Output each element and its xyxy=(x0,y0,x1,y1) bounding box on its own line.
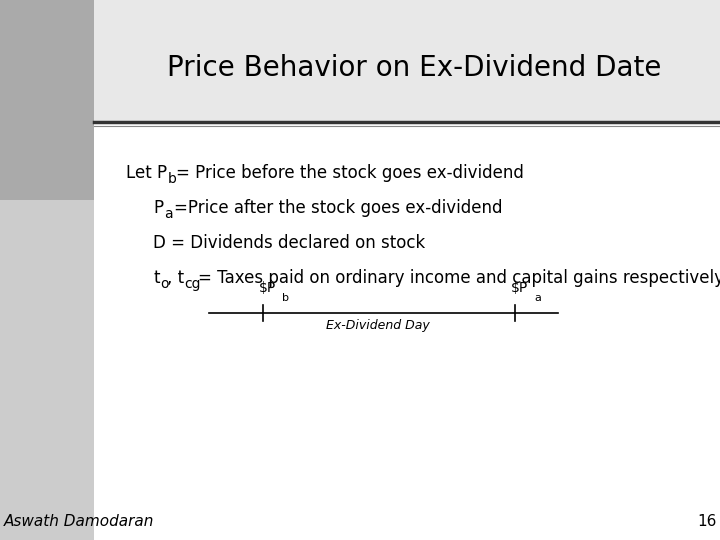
Text: Price Behavior on Ex-Dividend Date: Price Behavior on Ex-Dividend Date xyxy=(167,53,661,82)
Text: D = Dividends declared on stock: D = Dividends declared on stock xyxy=(153,234,426,252)
Text: a: a xyxy=(534,293,541,303)
Text: cg: cg xyxy=(184,277,201,291)
Text: Aswath Damodaran: Aswath Damodaran xyxy=(4,514,154,529)
Text: a: a xyxy=(164,207,173,221)
Text: o: o xyxy=(160,277,168,291)
Bar xyxy=(0,0,94,200)
Text: Let P: Let P xyxy=(126,164,167,182)
Text: = Taxes paid on ordinary income and capital gains respectively: = Taxes paid on ordinary income and capi… xyxy=(198,269,720,287)
Text: = Price before the stock goes ex-dividend: = Price before the stock goes ex-dividen… xyxy=(176,164,523,182)
Text: b: b xyxy=(282,293,289,303)
Text: 16: 16 xyxy=(697,514,716,529)
Bar xyxy=(0,200,94,540)
Text: Ex-Dividend Day: Ex-Dividend Day xyxy=(326,319,430,332)
Bar xyxy=(0,0,94,122)
Text: , t: , t xyxy=(167,269,184,287)
Text: $P: $P xyxy=(511,281,528,295)
Text: =Price after the stock goes ex-dividend: =Price after the stock goes ex-dividend xyxy=(174,199,502,217)
Text: t: t xyxy=(153,269,160,287)
Text: $P: $P xyxy=(259,281,276,295)
Text: P: P xyxy=(153,199,163,217)
Bar xyxy=(0,0,720,122)
Text: b: b xyxy=(168,172,176,186)
